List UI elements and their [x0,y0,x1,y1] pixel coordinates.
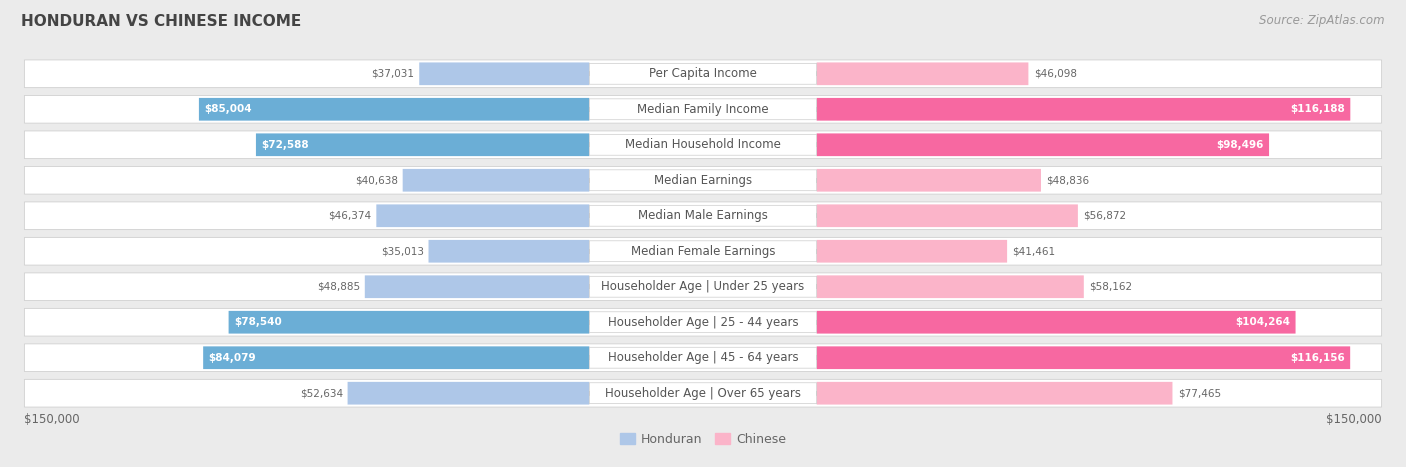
FancyBboxPatch shape [24,237,1382,265]
Text: $98,496: $98,496 [1216,140,1264,150]
FancyBboxPatch shape [589,312,817,333]
Text: Source: ZipAtlas.com: Source: ZipAtlas.com [1260,14,1385,27]
Text: $116,156: $116,156 [1289,353,1344,363]
Text: Median Family Income: Median Family Income [637,103,769,116]
Text: $48,836: $48,836 [1046,175,1090,185]
FancyBboxPatch shape [24,344,1382,372]
Text: Householder Age | Over 65 years: Householder Age | Over 65 years [605,387,801,400]
FancyBboxPatch shape [229,311,589,333]
FancyBboxPatch shape [202,347,589,369]
Text: $58,162: $58,162 [1090,282,1132,292]
Text: Householder Age | 45 - 64 years: Householder Age | 45 - 64 years [607,351,799,364]
Text: Median Male Earnings: Median Male Earnings [638,209,768,222]
Text: $48,885: $48,885 [316,282,360,292]
FancyBboxPatch shape [198,98,589,120]
FancyBboxPatch shape [817,276,1084,298]
Text: $85,004: $85,004 [204,104,252,114]
Text: Householder Age | 25 - 44 years: Householder Age | 25 - 44 years [607,316,799,329]
FancyBboxPatch shape [589,64,817,84]
FancyBboxPatch shape [589,170,817,191]
FancyBboxPatch shape [817,98,1350,120]
Text: Median Household Income: Median Household Income [626,138,780,151]
FancyBboxPatch shape [24,308,1382,336]
Text: $52,634: $52,634 [299,388,343,398]
FancyBboxPatch shape [817,240,1007,262]
Text: $37,031: $37,031 [371,69,415,79]
FancyBboxPatch shape [24,202,1382,230]
FancyBboxPatch shape [24,273,1382,301]
FancyBboxPatch shape [24,60,1382,88]
Text: $116,188: $116,188 [1291,104,1344,114]
Text: $150,000: $150,000 [24,413,80,426]
Text: Per Capita Income: Per Capita Income [650,67,756,80]
FancyBboxPatch shape [589,134,817,155]
FancyBboxPatch shape [817,169,1040,191]
FancyBboxPatch shape [24,166,1382,194]
Legend: Honduran, Chinese: Honduran, Chinese [614,428,792,451]
FancyBboxPatch shape [817,382,1173,404]
FancyBboxPatch shape [364,276,589,298]
FancyBboxPatch shape [24,379,1382,407]
FancyBboxPatch shape [817,311,1295,333]
FancyBboxPatch shape [817,205,1078,227]
Text: $40,638: $40,638 [354,175,398,185]
Text: $46,098: $46,098 [1033,69,1077,79]
FancyBboxPatch shape [419,63,589,85]
FancyBboxPatch shape [817,63,1028,85]
FancyBboxPatch shape [589,383,817,403]
FancyBboxPatch shape [817,347,1350,369]
Text: HONDURAN VS CHINESE INCOME: HONDURAN VS CHINESE INCOME [21,14,301,29]
Text: $78,540: $78,540 [235,317,281,327]
FancyBboxPatch shape [589,347,817,368]
Text: $150,000: $150,000 [1326,413,1382,426]
FancyBboxPatch shape [402,169,589,191]
FancyBboxPatch shape [589,276,817,297]
FancyBboxPatch shape [24,131,1382,159]
Text: Median Earnings: Median Earnings [654,174,752,187]
Text: $56,872: $56,872 [1084,211,1126,221]
FancyBboxPatch shape [347,382,589,404]
Text: $35,013: $35,013 [381,246,423,256]
Text: $41,461: $41,461 [1012,246,1056,256]
FancyBboxPatch shape [429,240,589,262]
FancyBboxPatch shape [377,205,589,227]
Text: Householder Age | Under 25 years: Householder Age | Under 25 years [602,280,804,293]
Text: Median Female Earnings: Median Female Earnings [631,245,775,258]
Text: $77,465: $77,465 [1178,388,1220,398]
FancyBboxPatch shape [589,241,817,262]
FancyBboxPatch shape [817,134,1270,156]
FancyBboxPatch shape [589,99,817,120]
FancyBboxPatch shape [589,205,817,226]
Text: $84,079: $84,079 [208,353,256,363]
Text: $72,588: $72,588 [262,140,309,150]
FancyBboxPatch shape [256,134,589,156]
FancyBboxPatch shape [24,95,1382,123]
Text: $46,374: $46,374 [329,211,371,221]
Text: $104,264: $104,264 [1234,317,1291,327]
